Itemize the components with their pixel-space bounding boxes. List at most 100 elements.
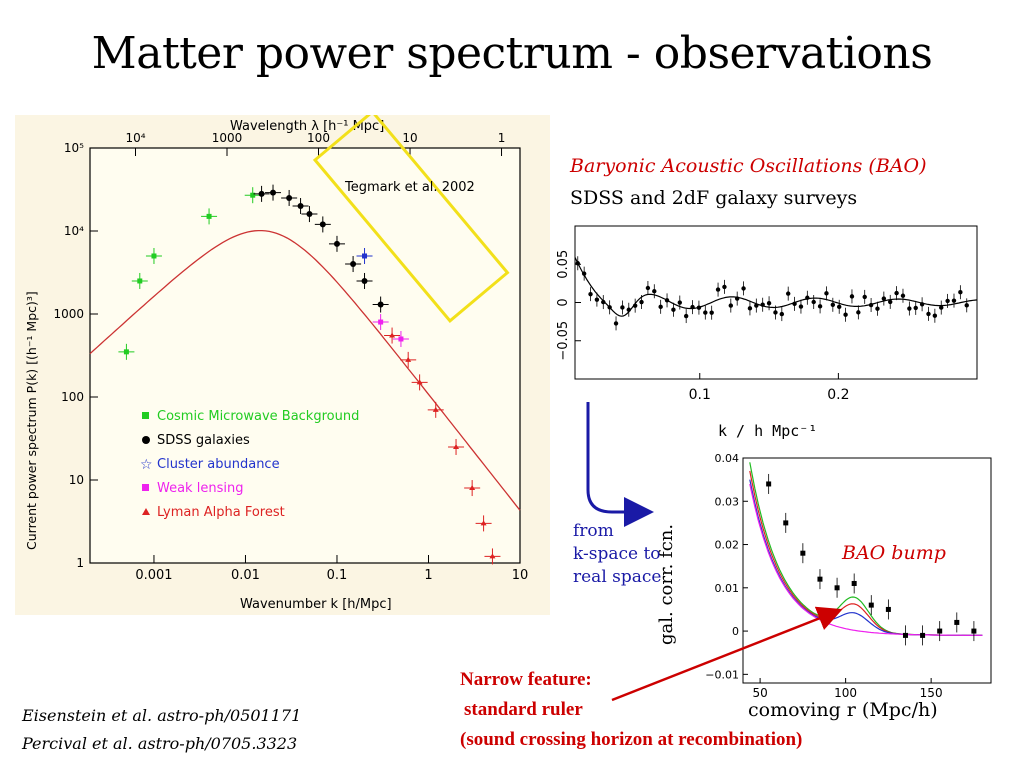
plot2-x-tick-label: 0.2 [827, 387, 849, 403]
theory-curve-path [89, 229, 521, 511]
plot3-curves [749, 462, 983, 636]
power-spectrum-svg: Wavelength λ [h⁻¹ Mpc] 10⁴ 1000 100 10 1 0.0… [24, 109, 528, 612]
y-tick-label: 1000 [53, 307, 84, 321]
plot2-point [607, 305, 612, 310]
plot2-point [658, 304, 663, 310]
plot2-point [926, 311, 931, 317]
plot2-point [805, 295, 810, 300]
data-point [389, 332, 396, 338]
plot3-y-tick-label: 0.04 [715, 452, 740, 465]
plot2-point [837, 304, 842, 310]
plot2-point [703, 310, 708, 315]
reference-eisenstein: Eisenstein et al. astro-ph/0501171 [22, 706, 302, 725]
plot2-point [722, 284, 727, 290]
from-line-2: k-space to [573, 544, 661, 564]
data-point [206, 213, 212, 219]
data-point [258, 190, 265, 197]
plot2-point [645, 285, 651, 291]
narrow-feature-line-1: Narrow feature: [460, 669, 592, 690]
plot2-curve [574, 257, 978, 317]
plot3-point [971, 628, 977, 634]
plot2-point [875, 306, 880, 311]
data-point [480, 520, 487, 526]
bao-kspace-plot: −0.05 0 0.05 0.1 0.2 k / h Mpc⁻¹ [548, 218, 988, 450]
plot2-point [581, 271, 587, 276]
plot3-x-tick-label: 50 [752, 686, 767, 698]
plot2-x-ticks: 0.1 0.2 [689, 373, 850, 403]
plot3-point [766, 481, 772, 487]
plot2-point [900, 293, 906, 298]
data-point [378, 319, 384, 325]
bao-kspace-svg: −0.05 0 0.05 0.1 0.2 k / h Mpc⁻¹ [556, 225, 978, 440]
bottom-axis-label: Wavenumber k [h/Mpc] [240, 597, 392, 612]
y-axis-label: Current power spectrum P(k) [(h⁻¹ Mpc)³] [24, 291, 39, 550]
plot3-y-tick-label: 0 [732, 625, 739, 638]
plot2-point [652, 289, 657, 294]
y-tick-label: 10 [69, 473, 84, 487]
data-point [350, 261, 357, 268]
plot2-point [849, 294, 855, 299]
data-point [362, 253, 368, 259]
legend-marker [142, 484, 149, 491]
data-point [453, 443, 460, 449]
plot3-point [834, 585, 840, 591]
plot2-point [958, 290, 963, 295]
data-point [250, 192, 256, 198]
plot3-point [800, 550, 806, 556]
plot2-point [951, 298, 957, 303]
plot2-point [939, 305, 944, 310]
plot2-fit-curve [574, 257, 978, 317]
data-point [377, 301, 384, 308]
bottom-tick-label: 0.001 [135, 568, 172, 583]
plot2-point [766, 301, 772, 306]
plot2-point [919, 302, 925, 307]
plot2-point [696, 305, 702, 310]
data-point [432, 406, 439, 412]
power-spectrum-plot: Wavelength λ [h⁻¹ Mpc] 10⁴ 1000 100 10 1 0.0… [15, 109, 550, 615]
plot2-point [734, 296, 740, 301]
plot2-point [683, 313, 689, 319]
plot2-point [798, 304, 804, 309]
plot2-point [881, 296, 887, 301]
top-tick-labels: 10⁴ 1000 100 10 1 [125, 131, 505, 156]
bottom-tick-label: 0.01 [231, 568, 260, 583]
top-tick-label: 100 [307, 131, 330, 145]
bottom-tick-label: 10 [512, 568, 529, 583]
legend-label: Lyman Alpha Forest [157, 505, 285, 520]
from-line-3: real space [573, 567, 662, 587]
reference-percival: Percival et al. astro-ph/0705.3323 [22, 734, 298, 753]
bao-realspace-svg: 0.04 0.03 0.02 0.01 0 −0.01 50 100 150 [705, 452, 992, 700]
plot2-point [792, 301, 797, 307]
plot-frame [89, 147, 521, 564]
y-tick-label: 100 [61, 390, 84, 404]
plot3-point [783, 520, 789, 526]
data-point [319, 221, 326, 228]
plot2-point [639, 299, 644, 305]
data-point [286, 194, 293, 201]
plot3-y-tick-label: 0.02 [715, 539, 740, 552]
data-point [489, 553, 496, 559]
plot2-point [677, 300, 682, 305]
bottom-tick-labels: 0.001 0.01 0.1 1 10 [135, 555, 528, 583]
plot3-points [766, 473, 977, 646]
plot2-point [830, 302, 836, 308]
legend-label: Weak lensing [157, 481, 243, 496]
bottom-tick-label: 1 [424, 568, 432, 583]
plot2-points [575, 256, 969, 331]
from-kspace-text: from k-space to real space [573, 520, 662, 589]
plot2-y-tick-label: 0 [556, 298, 571, 306]
plot2-point [785, 291, 791, 296]
legend: Cosmic Microwave Background SDSS galaxies… [140, 409, 359, 520]
plot2-point [868, 302, 874, 308]
plot2-point [715, 287, 721, 292]
legend-marker: ☆ [140, 457, 153, 473]
data-point [151, 253, 157, 259]
plot2-point [601, 299, 606, 305]
plot2-point [856, 310, 861, 315]
slide-title: Matter power spectrum - observations [91, 28, 933, 79]
plot2-point [824, 291, 829, 296]
plot2-point [817, 304, 823, 309]
plot2-point [773, 310, 778, 315]
tegmark-annotation: Tegmark et al. 2002 [344, 180, 475, 195]
plot3-y-tick-label: −0.01 [705, 668, 739, 681]
